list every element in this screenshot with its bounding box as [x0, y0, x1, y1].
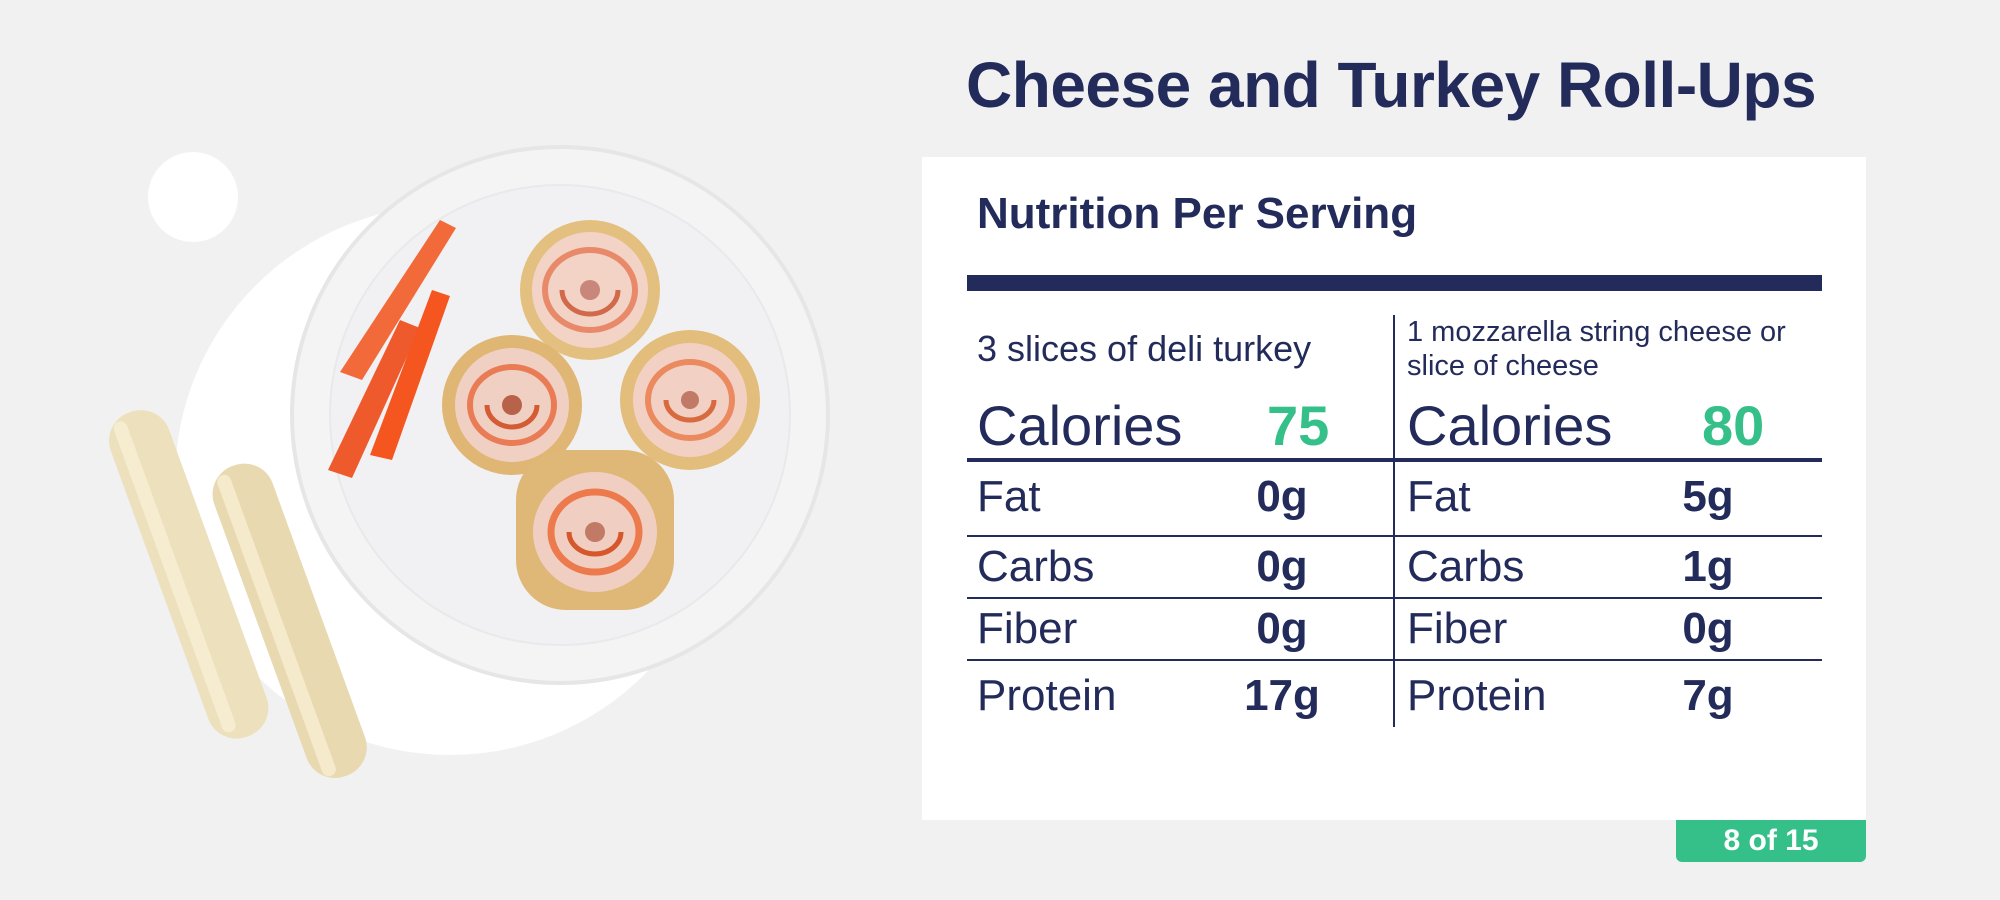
- roll-up-left: [442, 335, 582, 475]
- nutrient-label: Protein: [1407, 671, 1547, 720]
- carrot-sticks: [328, 220, 456, 478]
- calories-value: 75: [1267, 394, 1330, 457]
- nutrient-value: 0g: [1256, 472, 1308, 521]
- nutrient-label: Carbs: [1407, 542, 1525, 591]
- column-divider: [1393, 315, 1395, 727]
- nutrient-label: Fiber: [977, 604, 1078, 653]
- row-rule: [967, 597, 1393, 599]
- nutrient-value: 5g: [1682, 472, 1734, 521]
- page-title: Cheese and Turkey Roll-Ups: [966, 49, 1817, 121]
- nutrient-label: Fiber: [1407, 604, 1508, 653]
- decor-circle-small: [148, 152, 238, 242]
- heading-divider: [967, 275, 1822, 291]
- row-rule: [967, 659, 1393, 661]
- nutrient-value: 17g: [1244, 671, 1320, 720]
- calories-label: Calories: [1407, 394, 1613, 457]
- nutrient-label: Protein: [977, 671, 1117, 720]
- nutrient-label: Carbs: [977, 542, 1095, 591]
- calories-rule: [967, 458, 1393, 462]
- roll-up-top: [520, 220, 660, 360]
- nutrient-row-carbs: Carbs 1g: [1395, 537, 1822, 599]
- nutrient-row-protein: Protein 17g: [967, 661, 1393, 729]
- nutrient-row-fiber: Fiber 0g: [1395, 599, 1822, 661]
- row-rule: [1395, 597, 1822, 599]
- nutrient-value: 0g: [1682, 604, 1734, 653]
- serving-description: 1 mozzarella string cheese or slice of c…: [1407, 316, 1786, 382]
- row-rule: [967, 535, 1393, 537]
- nutrient-label: Fat: [977, 472, 1041, 521]
- roll-up-bottom: [516, 450, 674, 610]
- row-rule: [1395, 535, 1822, 537]
- nutrition-heading: Nutrition Per Serving: [977, 189, 1418, 238]
- nutrition-card: Nutrition Per Serving 3 slices of deli t…: [922, 157, 1866, 820]
- calories-rule: [1395, 458, 1822, 462]
- food-plate-illustration: [108, 145, 830, 778]
- serving-description: 3 slices of deli turkey: [977, 328, 1312, 369]
- nutrient-row-fiber: Fiber 0g: [967, 599, 1393, 661]
- calories-label: Calories: [977, 394, 1183, 457]
- row-rule: [1395, 659, 1822, 661]
- calories-value: 80: [1702, 394, 1765, 457]
- nutrient-row-protein: Protein 7g: [1395, 661, 1822, 729]
- nutrient-row-carbs: Carbs 0g: [967, 537, 1393, 599]
- roll-up-right: [620, 330, 760, 470]
- string-cheese: [108, 410, 367, 778]
- nutrient-value: 1g: [1682, 542, 1734, 591]
- nutrient-value: 0g: [1256, 604, 1308, 653]
- nutrition-column-turkey: 3 slices of deli turkey Calories 75 Fat …: [967, 157, 1393, 820]
- nutrition-column-cheese: 1 mozzarella string cheese or slice of c…: [1395, 157, 1822, 820]
- nutrient-label: Fat: [1407, 472, 1471, 521]
- page-indicator-badge: 8 of 15: [1676, 820, 1866, 862]
- nutrient-value: 0g: [1256, 542, 1308, 591]
- nutrient-value: 7g: [1682, 671, 1734, 720]
- nutrient-row-fat: Fat 5g: [1395, 462, 1822, 537]
- nutrient-row-fat: Fat 0g: [967, 462, 1393, 537]
